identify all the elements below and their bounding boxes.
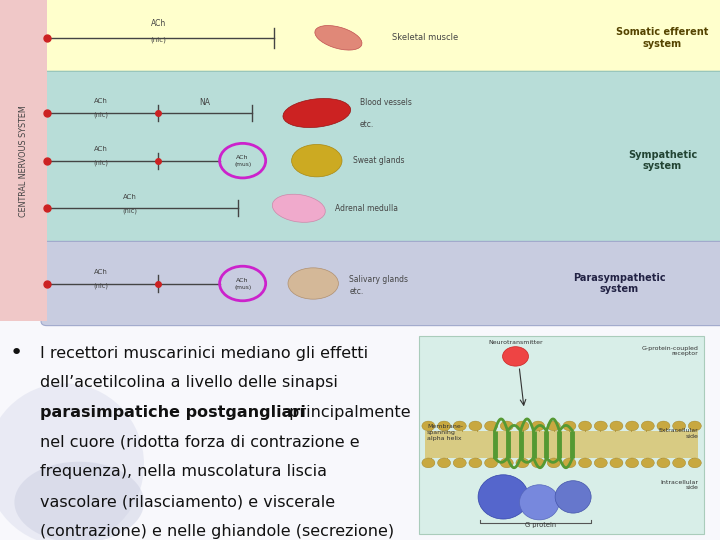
FancyBboxPatch shape <box>0 321 720 540</box>
Circle shape <box>563 458 576 468</box>
Text: (contrazione) e nelle ghiandole (secrezione): (contrazione) e nelle ghiandole (secrezi… <box>40 524 394 539</box>
Circle shape <box>642 458 654 468</box>
Ellipse shape <box>315 25 362 50</box>
Text: Intracellular
side: Intracellular side <box>660 480 698 490</box>
Text: (nic): (nic) <box>150 37 166 43</box>
Ellipse shape <box>14 462 144 540</box>
Text: (nic): (nic) <box>122 207 137 214</box>
Circle shape <box>594 458 607 468</box>
Text: G-protein-coupled
receptor: G-protein-coupled receptor <box>642 346 698 356</box>
Text: ACh: ACh <box>94 98 108 104</box>
Text: CENTRAL NERVOUS SYSTEM: CENTRAL NERVOUS SYSTEM <box>19 105 28 217</box>
Circle shape <box>610 458 623 468</box>
FancyBboxPatch shape <box>41 0 720 80</box>
Text: Extracellular
side: Extracellular side <box>659 428 698 439</box>
Circle shape <box>422 458 435 468</box>
Text: Neurotransmitter: Neurotransmitter <box>488 340 543 345</box>
Circle shape <box>516 458 529 468</box>
Circle shape <box>579 421 592 431</box>
Text: frequenza), nella muscolatura liscia: frequenza), nella muscolatura liscia <box>40 464 327 480</box>
FancyBboxPatch shape <box>41 241 720 326</box>
Circle shape <box>626 421 639 431</box>
Text: Adrenal medulla: Adrenal medulla <box>335 204 397 213</box>
Text: ACh: ACh <box>122 194 137 200</box>
Circle shape <box>438 421 451 431</box>
Circle shape <box>469 458 482 468</box>
Circle shape <box>469 421 482 431</box>
Text: ACh: ACh <box>236 155 249 160</box>
Circle shape <box>579 458 592 468</box>
Text: etc.: etc. <box>360 119 374 129</box>
Circle shape <box>642 421 654 431</box>
Text: Salivary glands: Salivary glands <box>349 275 408 284</box>
Circle shape <box>672 458 685 468</box>
Ellipse shape <box>0 383 144 540</box>
Text: nel cuore (ridotta forza di contrazione e: nel cuore (ridotta forza di contrazione … <box>40 435 359 450</box>
Circle shape <box>688 421 701 431</box>
Circle shape <box>547 458 560 468</box>
Text: Parasympathetic
system: Parasympathetic system <box>573 273 665 294</box>
Text: •: • <box>9 343 22 363</box>
Circle shape <box>672 421 685 431</box>
Ellipse shape <box>478 475 528 519</box>
Circle shape <box>531 421 544 431</box>
Text: (nic): (nic) <box>94 160 108 166</box>
Circle shape <box>503 347 528 366</box>
Text: G protein: G protein <box>525 522 557 528</box>
Text: ACh: ACh <box>94 146 108 152</box>
FancyBboxPatch shape <box>425 431 698 458</box>
Circle shape <box>547 421 560 431</box>
FancyBboxPatch shape <box>0 0 47 321</box>
Circle shape <box>454 421 467 431</box>
Ellipse shape <box>288 268 338 299</box>
Ellipse shape <box>555 481 591 513</box>
Text: (mus): (mus) <box>234 163 251 167</box>
Circle shape <box>688 458 701 468</box>
Ellipse shape <box>283 98 351 127</box>
FancyBboxPatch shape <box>419 336 704 534</box>
Ellipse shape <box>292 144 342 177</box>
FancyBboxPatch shape <box>41 71 720 250</box>
Text: principalmente: principalmente <box>284 405 411 420</box>
Circle shape <box>531 458 544 468</box>
Circle shape <box>657 458 670 468</box>
Circle shape <box>454 458 467 468</box>
Ellipse shape <box>520 485 559 520</box>
Circle shape <box>500 421 513 431</box>
Text: Skeletal muscle: Skeletal muscle <box>392 33 459 42</box>
Circle shape <box>485 421 498 431</box>
Circle shape <box>626 458 639 468</box>
Circle shape <box>657 421 670 431</box>
Circle shape <box>422 421 435 431</box>
Text: (nic): (nic) <box>94 112 108 118</box>
Text: ACh: ACh <box>150 19 166 28</box>
Text: I recettori muscarinici mediano gli effetti: I recettori muscarinici mediano gli effe… <box>40 346 368 361</box>
Text: vascolare (rilasciamento) e viscerale: vascolare (rilasciamento) e viscerale <box>40 494 335 509</box>
Text: dell’acetilcolina a livello delle sinapsi: dell’acetilcolina a livello delle sinaps… <box>40 375 338 390</box>
Circle shape <box>485 458 498 468</box>
Text: parasimpatiche postgangliari: parasimpatiche postgangliari <box>40 405 305 420</box>
Text: ACh: ACh <box>94 269 108 275</box>
Text: Somatic efferent
system: Somatic efferent system <box>616 27 708 49</box>
Circle shape <box>594 421 607 431</box>
Circle shape <box>610 421 623 431</box>
Text: (nic): (nic) <box>94 282 108 289</box>
Text: (mus): (mus) <box>234 285 251 291</box>
Circle shape <box>438 458 451 468</box>
Text: Blood vessels: Blood vessels <box>360 98 412 106</box>
Text: Sympathetic
system: Sympathetic system <box>628 150 697 172</box>
Circle shape <box>563 421 576 431</box>
Text: ACh: ACh <box>236 278 249 283</box>
Ellipse shape <box>272 194 325 222</box>
Text: Sweat glands: Sweat glands <box>353 156 405 165</box>
Text: etc.: etc. <box>349 287 364 295</box>
Circle shape <box>500 458 513 468</box>
Text: NA: NA <box>199 98 211 106</box>
Circle shape <box>516 421 529 431</box>
Text: Membrane-
spanning
alpha helix: Membrane- spanning alpha helix <box>427 424 463 441</box>
